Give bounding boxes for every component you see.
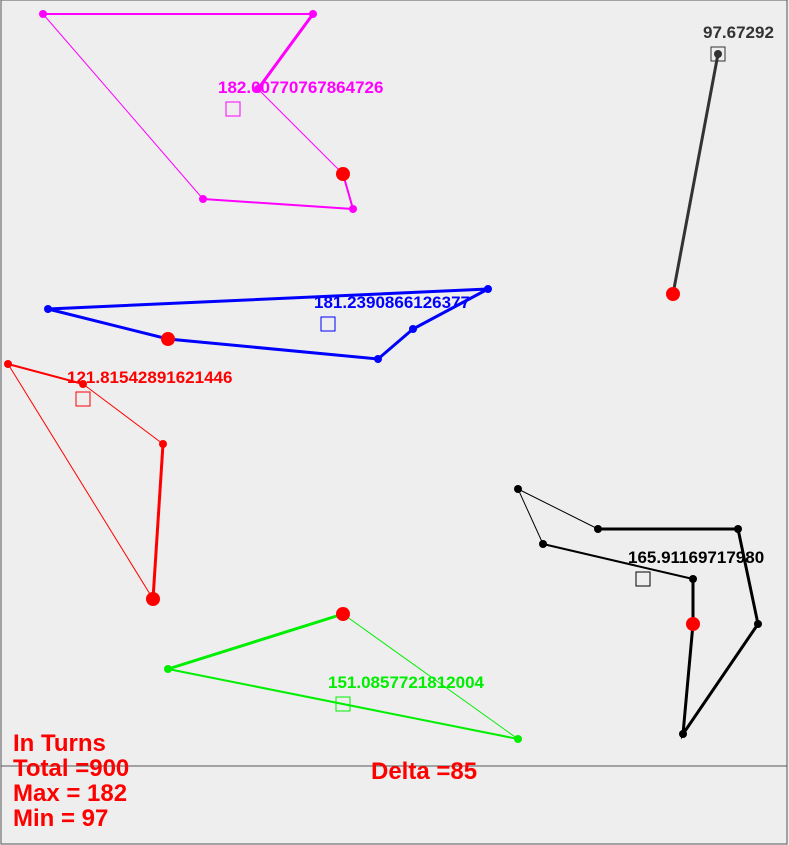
black-vertex: [754, 620, 762, 628]
gray-thick-path: [671, 53, 720, 295]
black-medium-path: [542, 543, 694, 580]
red-medium-path: [7, 363, 84, 385]
magenta-centroid-box: [225, 101, 241, 117]
black-centroid-box: [635, 571, 651, 587]
red-thick-path: [151, 443, 165, 600]
red-thin-path: [7, 363, 154, 600]
black-thick-path: [598, 527, 760, 740]
green-centroid-box: [335, 696, 351, 712]
black-vertex: [679, 730, 687, 738]
red-start-marker: [146, 592, 160, 606]
black-length-label: 165.91169717980: [628, 548, 764, 567]
blue-vertex: [409, 325, 417, 333]
gray-start-marker: [666, 287, 680, 301]
blue-vertex: [374, 355, 382, 363]
black-start-marker: [686, 617, 700, 631]
magenta-vertex: [39, 10, 47, 18]
magenta-length-label: 182.00770767864726: [218, 78, 383, 97]
red-centroid-box: [75, 391, 91, 407]
black-vertex: [689, 575, 697, 583]
magenta-thick-path: [256, 13, 315, 90]
red-vertex: [79, 380, 87, 388]
green-vertex: [514, 735, 522, 743]
green-thick-path: [167, 612, 344, 671]
magenta-vertex: [309, 10, 317, 18]
black-vertex: [514, 485, 522, 493]
blue-centroid-box: [320, 316, 336, 332]
blue-length-label: 181.2390866126377: [314, 293, 470, 312]
delta-stat: Delta =85: [371, 758, 478, 785]
blue-vertex: [44, 305, 52, 313]
polygon-gray: 97.67292: [666, 23, 774, 301]
min-stat: Min = 97: [13, 805, 109, 832]
magenta-thin-path-2: [42, 13, 204, 200]
black-vertex: [539, 540, 547, 548]
blue-start-marker: [161, 332, 175, 346]
polygon-black: 165.91169717980: [514, 485, 764, 740]
black-vertex: [594, 525, 602, 533]
magenta-vertex: [199, 195, 207, 203]
green-start-marker: [336, 607, 350, 621]
red-vertex: [159, 440, 167, 448]
green-length-label: 151.0857721812004: [328, 673, 485, 692]
magenta-vertex: [349, 205, 357, 213]
max-stat: Max = 182: [13, 780, 128, 807]
green-thin-path: [342, 613, 519, 740]
total-stat: Total =900: [13, 755, 130, 782]
green-vertex: [164, 665, 172, 673]
blue-vertex: [484, 285, 492, 293]
black-vertex: [734, 525, 742, 533]
gray-length-label: 97.67292: [703, 23, 774, 42]
red-length-label: 121.81542891621446: [67, 368, 232, 387]
magenta-thin-path: [257, 88, 344, 175]
gray-centroid-box: [710, 46, 726, 62]
red-vertex: [4, 360, 12, 368]
magenta-start-marker: [336, 167, 350, 181]
red-thin-path-2: [82, 383, 164, 445]
green-medium-path: [167, 668, 519, 740]
in-turns-label: In Turns: [13, 730, 106, 757]
magenta-vertex: [254, 85, 262, 93]
blue-path: [47, 287, 489, 361]
gray-vertex: [714, 50, 722, 58]
polygon-magenta: 182.00770767864726: [39, 10, 383, 213]
polygon-red: 121.81542891621446: [4, 360, 232, 606]
polygon-green: 151.0857721812004: [164, 607, 522, 743]
polygon-blue: 181.2390866126377: [44, 285, 492, 363]
